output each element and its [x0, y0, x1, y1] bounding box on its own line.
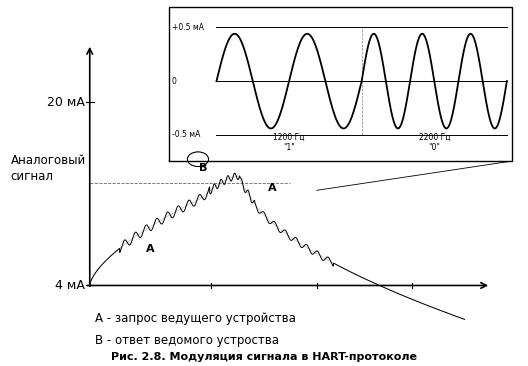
Text: 20 мА: 20 мА	[46, 96, 84, 109]
Text: 0: 0	[172, 76, 176, 86]
Text: А - запрос ведущего устройства: А - запрос ведущего устройства	[95, 312, 296, 325]
Text: В - ответ ведомого устроства: В - ответ ведомого устроства	[95, 334, 279, 347]
Text: Аналоговый
сигнал: Аналоговый сигнал	[11, 154, 86, 183]
Text: +0.5 мА: +0.5 мА	[172, 23, 204, 32]
Text: 2200 Гц
"0": 2200 Гц "0"	[419, 132, 450, 152]
Text: А: А	[268, 183, 276, 194]
Text: 4 мА: 4 мА	[54, 279, 84, 292]
Text: В: В	[199, 163, 208, 173]
Text: 1200 Гц
"1": 1200 Гц "1"	[274, 132, 305, 152]
Text: -0.5 мА: -0.5 мА	[172, 130, 200, 139]
Text: Рис. 2.8. Модуляция сигнала в HART-протоколе: Рис. 2.8. Модуляция сигнала в HART-прото…	[111, 352, 417, 362]
Bar	[169, 7, 512, 161]
Text: А: А	[146, 244, 155, 254]
